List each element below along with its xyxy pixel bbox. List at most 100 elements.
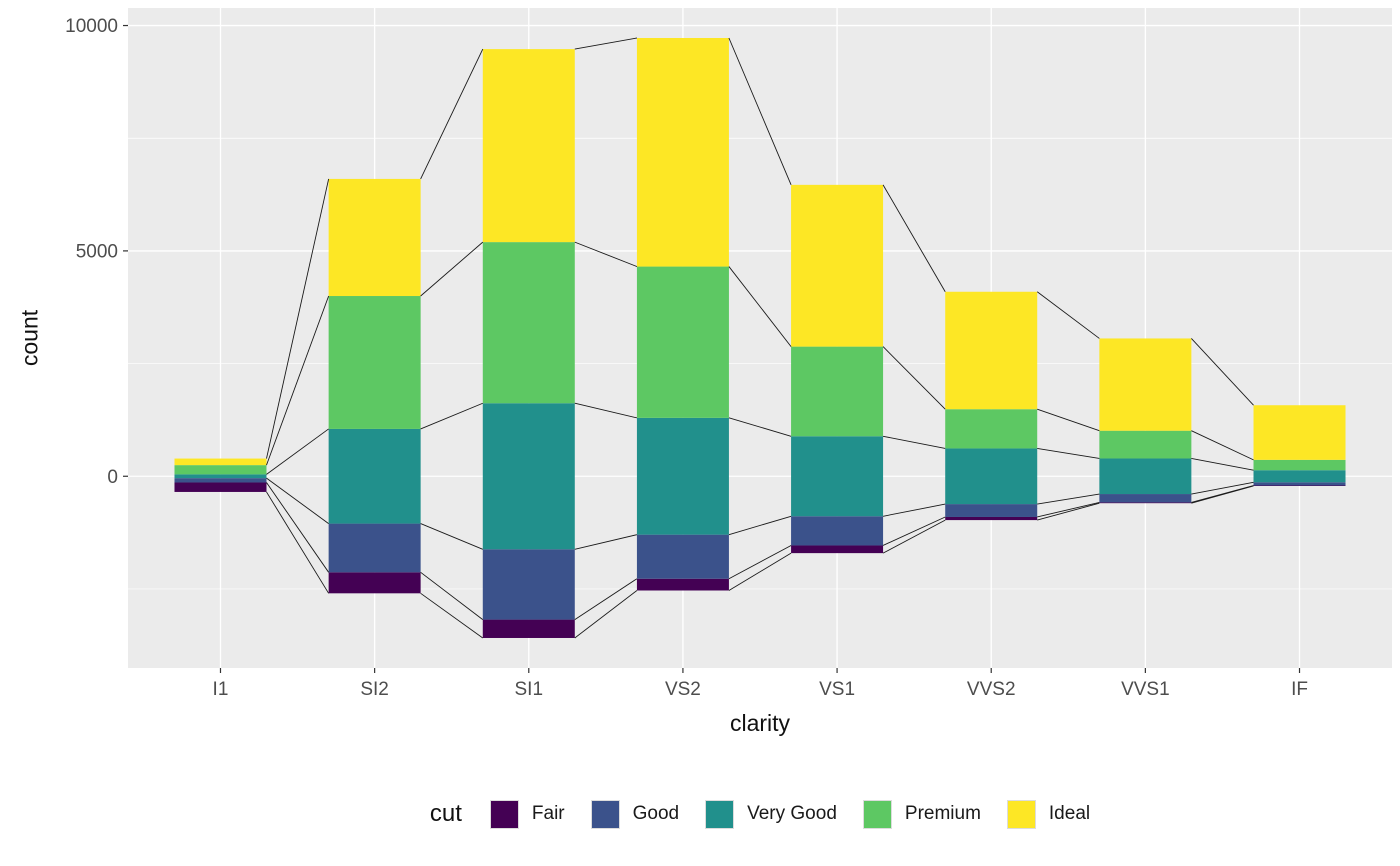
legend-label: Premium [904, 803, 981, 824]
bar-segment-vvs1-fair [1099, 502, 1192, 504]
legend-label: Ideal [1048, 803, 1091, 824]
legend-item-very-good: Very Good [705, 799, 837, 829]
connector-line [574, 578, 638, 620]
legend-label: Fair [531, 803, 565, 824]
bar-segment-vvs2-premium [945, 409, 1038, 449]
connector-line [266, 491, 330, 594]
connector-line [1037, 408, 1100, 432]
bar-segment-i1-premium [174, 465, 267, 475]
x-axis-title: clarity [729, 710, 791, 736]
connector-line [1037, 493, 1100, 505]
bar-segment-if-premium [1253, 459, 1346, 471]
connector-line [1036, 291, 1100, 339]
x-tick-label: I1 [213, 679, 229, 700]
bar-segment-vs2-ideal [636, 37, 729, 267]
bar-segment-i1-very-good [174, 474, 267, 479]
connector-line [1191, 430, 1254, 461]
connector-line [420, 48, 484, 180]
legend-items: Fair Good Very Good Premium Ideal [489, 799, 1091, 829]
bar-segment-vs2-good [636, 534, 729, 579]
bar-segment-i1-fair [174, 482, 267, 492]
connector-line [420, 571, 484, 620]
bar-segment-if-very-good [1253, 470, 1346, 483]
bar-segment-vs2-premium [636, 266, 729, 418]
bar-segment-vs1-very-good [791, 436, 884, 517]
x-tick-label: VVS1 [1121, 679, 1170, 700]
connector-line [882, 184, 946, 292]
connector-line [266, 295, 330, 466]
connector-line [266, 482, 330, 573]
connector-line [1037, 501, 1100, 518]
bar-segment-vs1-fair [791, 545, 884, 554]
connector-line [728, 552, 792, 591]
bar-segment-vs1-good [791, 516, 884, 546]
bar-segment-si2-premium [328, 296, 421, 429]
bar-segment-vvs2-ideal [945, 291, 1038, 410]
bar-segment-if-ideal [1253, 405, 1346, 460]
bar-segment-i1-ideal [174, 458, 267, 466]
bar-segment-vs1-premium [791, 346, 884, 437]
x-tick-label: VS2 [665, 679, 701, 700]
connector-line [882, 516, 946, 546]
connector-line [728, 515, 792, 536]
bar-segment-if-good [1253, 482, 1346, 486]
bar-segment-si1-good [482, 549, 575, 620]
connector-line [1191, 481, 1254, 495]
y-tick-label: 5000 [76, 241, 118, 262]
legend-label: Very Good [747, 803, 837, 824]
connector-line [574, 590, 638, 639]
legend-key-swatch [1006, 799, 1036, 829]
bar-segment-si1-premium [482, 242, 575, 404]
bar-segment-si1-very-good [482, 403, 575, 550]
connector-line [266, 477, 329, 524]
connector-line [882, 519, 946, 554]
legend: cut Fair Good Very Good Premium Ideal [128, 794, 1392, 834]
connector-line [574, 534, 638, 550]
connector-line [882, 503, 946, 517]
bar-segment-vs2-very-good [636, 417, 729, 535]
bar-segment-vvs2-very-good [945, 448, 1038, 505]
x-tick-label: SI1 [515, 679, 544, 700]
bar-segment-if-fair [1253, 485, 1346, 487]
legend-title: cut [429, 800, 462, 827]
bar-segment-vvs1-good [1099, 494, 1192, 503]
connector-line [420, 592, 484, 639]
legend-item-good: Good [590, 799, 679, 829]
panel-background [128, 8, 1392, 668]
connector-line [728, 266, 792, 347]
bar-segment-si2-good [328, 523, 421, 573]
bar-segment-vvs1-ideal [1099, 338, 1192, 431]
connector-line [1191, 458, 1254, 471]
bar-segment-vvs1-premium [1099, 430, 1192, 459]
connector-line [1191, 338, 1254, 406]
x-tick-label: VS1 [819, 679, 855, 700]
legend-key-swatch [590, 799, 620, 829]
x-tick-label: VVS2 [967, 679, 1016, 700]
connector-line [420, 402, 483, 430]
y-axis-title: count [16, 309, 43, 367]
bar-segment-vvs2-fair [945, 516, 1038, 521]
connector-line [882, 346, 946, 410]
legend-key-swatch [705, 799, 735, 829]
connector-line [728, 545, 792, 580]
legend-item-premium: Premium [862, 799, 981, 829]
legend-item-fair: Fair [489, 799, 565, 829]
legend-key-swatch [489, 799, 519, 829]
connector-line [574, 241, 638, 267]
bar-segment-vvs1-very-good [1099, 458, 1192, 495]
bar-segment-si2-ideal [328, 178, 421, 297]
connector-line [266, 178, 330, 459]
connector-line [1037, 502, 1100, 521]
bar-segment-vs2-fair [636, 578, 729, 591]
y-tick-label: 0 [107, 467, 118, 488]
connector-line [1037, 447, 1100, 459]
y-tick-label: 10000 [65, 16, 118, 37]
connector-line [1191, 485, 1254, 503]
x-tick-label: SI2 [360, 679, 389, 700]
connector-line [266, 428, 329, 475]
bar-segment-si2-fair [328, 572, 421, 594]
connector-line [420, 523, 483, 550]
bar-segment-si1-fair [482, 619, 575, 638]
connector-line [882, 435, 946, 449]
